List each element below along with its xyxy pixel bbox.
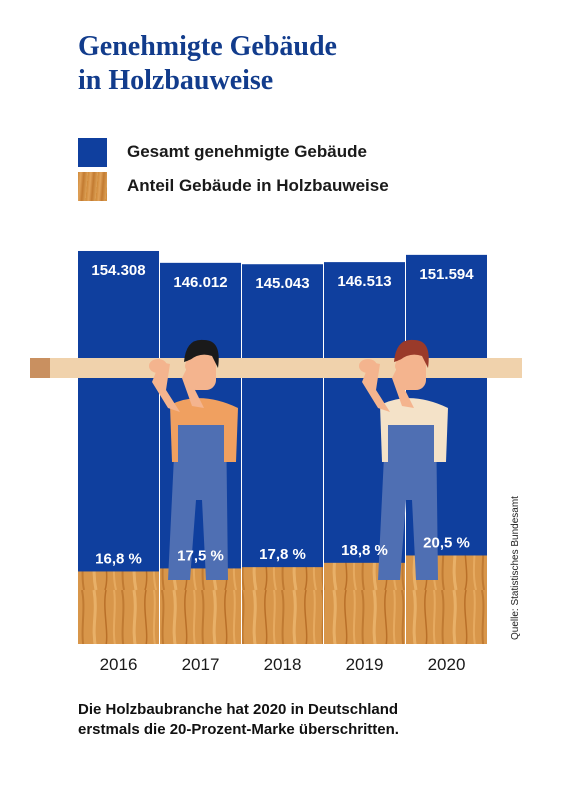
legend-label-wood: Anteil Gebäude in Holzbauweise [127,176,389,195]
label-share-2019: 18,8 % [341,542,388,559]
wood-plank-end [30,358,50,378]
label-total-2017: 146.012 [173,274,227,291]
label-total-2018: 145.043 [255,275,309,292]
legend: Gesamt genehmigte Gebäude Anteil Gebäude… [78,137,389,205]
label-total-2019: 146.513 [337,273,391,290]
worker-right [359,339,448,580]
legend-item-total: Gesamt genehmigte Gebäude [78,137,389,167]
x-tick-2020: 2020 [428,655,466,674]
legend-item-wood: Anteil Gebäude in Holzbauweise [78,171,389,201]
bar-wood-2018 [242,567,323,644]
label-share-2018: 17,8 % [259,546,306,563]
x-tick-2016: 2016 [100,655,138,674]
label-share-2017: 17,5 % [177,547,224,564]
label-total-2016: 154.308 [91,262,145,279]
caption-line-1: Die Holzbaubranche hat 2020 in Deutschla… [78,701,399,718]
source-note: Quelle: Statistisches Bundesamt [510,496,521,640]
bar-chart: 154.308 16,8 % 2016 146.012 17,5 % 2017 145.04… [30,250,522,674]
legend-swatch-total [78,137,107,167]
wood-plank [30,358,522,378]
caption: Die Holzbaubranche hat 2020 in Deutschla… [78,700,518,740]
title-line-1: Genehmigte Gebäude [78,31,337,62]
x-tick-2017: 2017 [182,655,220,674]
title-line-2: in Holzbauweise [78,65,274,96]
chart-title: Genehmigte Gebäude in Holzbauweise [78,30,337,98]
legend-swatch-wood [78,171,107,201]
bar-wood-2017 [160,568,241,644]
worker-left [149,339,238,580]
x-tick-2019: 2019 [346,655,384,674]
caption-line-2: erstmals die 20-Prozent-Marke überschrit… [78,721,399,738]
labels-layer: 154.308 16,8 % 2016 146.012 17,5 % 2017 145.04… [91,262,474,674]
figures-layer [30,339,522,580]
label-share-2016: 16,8 % [95,550,142,567]
label-share-2020: 20,5 % [423,534,470,551]
legend-label-total: Gesamt genehmigte Gebäude [127,142,367,161]
bar-wood-2016 [78,571,159,644]
x-tick-2018: 2018 [264,655,302,674]
label-total-2020: 151.594 [419,266,474,283]
